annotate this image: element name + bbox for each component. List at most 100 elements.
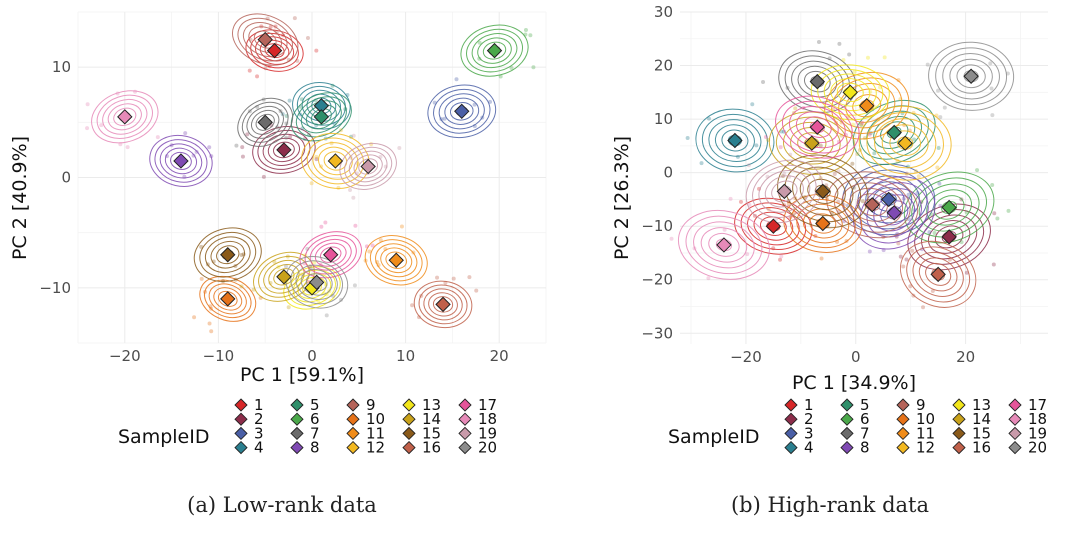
contour-ring <box>903 171 995 244</box>
sample-point <box>286 305 291 310</box>
sample-point <box>988 61 993 66</box>
legend-item-9[interactable]: 9 <box>346 396 376 414</box>
sample-point <box>837 41 842 46</box>
y-axis-title: PC 2 [26.3%] <box>611 136 633 260</box>
legend-item-10[interactable]: 10 <box>896 410 935 428</box>
x-tick-label: −10 <box>203 347 235 365</box>
legend-item-17[interactable]: 17 <box>458 396 497 414</box>
legend-item-16[interactable]: 16 <box>952 439 991 457</box>
legend-item-5[interactable]: 5 <box>840 396 870 414</box>
centroid-marker-6 <box>486 42 503 59</box>
contour-ring <box>295 264 338 300</box>
legend-title: SampleID <box>118 426 209 448</box>
legend-item-7[interactable]: 7 <box>840 424 870 442</box>
legend-item-4[interactable]: 4 <box>784 439 814 457</box>
legend-item-15[interactable]: 15 <box>402 424 441 442</box>
legend-label-7: 7 <box>860 424 870 442</box>
legend-label-17: 17 <box>478 396 497 414</box>
legend-item-12[interactable]: 12 <box>896 439 935 457</box>
contour-ring <box>796 203 850 244</box>
centroid-marker-16 <box>435 296 451 313</box>
legend-item-4[interactable]: 4 <box>234 439 264 457</box>
legend-item-19[interactable]: 19 <box>458 424 497 442</box>
contour-ring <box>925 262 952 286</box>
legend-item-6[interactable]: 6 <box>290 410 320 428</box>
sample-point <box>851 185 856 190</box>
contour-ring <box>775 95 860 159</box>
legend-item-17[interactable]: 17 <box>1008 396 1047 414</box>
contour-ring <box>193 227 262 282</box>
legend-item-16[interactable]: 16 <box>402 439 441 457</box>
legend-item-13[interactable]: 13 <box>952 396 991 414</box>
contour-ring <box>314 242 347 267</box>
legend-item-1[interactable]: 1 <box>784 396 814 414</box>
legend-item-5[interactable]: 5 <box>290 396 320 414</box>
legend-label-12: 12 <box>916 439 935 457</box>
sample-point <box>857 148 862 153</box>
sample-point <box>509 65 514 70</box>
legend-item-3[interactable]: 3 <box>234 424 264 442</box>
contour-ring <box>866 111 944 175</box>
legend-label-1: 1 <box>254 396 264 414</box>
legend-label-2: 2 <box>804 410 814 428</box>
legend-item-18[interactable]: 18 <box>458 410 497 428</box>
sample-point <box>935 165 940 170</box>
centroid-marker-16 <box>930 266 946 283</box>
legend-item-7[interactable]: 7 <box>290 424 320 442</box>
contour-ring <box>477 37 512 64</box>
sample-point <box>829 210 834 215</box>
sample-point <box>898 254 903 259</box>
legend-item-10[interactable]: 10 <box>346 410 385 428</box>
legend-key-5 <box>840 398 854 412</box>
sample-point <box>305 246 310 251</box>
legend-item-9[interactable]: 9 <box>896 396 926 414</box>
legend-label-20: 20 <box>478 439 497 457</box>
legend-item-2[interactable]: 2 <box>784 410 814 428</box>
legend-item-20[interactable]: 20 <box>1008 439 1047 457</box>
legend-item-12[interactable]: 12 <box>346 439 385 457</box>
legend-key-3 <box>784 426 798 441</box>
sample-point <box>839 133 844 138</box>
contour-ring <box>809 213 837 234</box>
centroid-marker-18 <box>117 109 133 125</box>
legend-item-18[interactable]: 18 <box>1008 410 1047 428</box>
contour-ring <box>304 235 357 275</box>
sample-point <box>330 83 335 88</box>
y-tick-label: 0 <box>61 169 71 187</box>
sample-point <box>207 145 212 150</box>
legend-label-1: 1 <box>804 396 814 414</box>
legend-item-11[interactable]: 11 <box>346 424 385 442</box>
legend-item-20[interactable]: 20 <box>458 439 497 457</box>
contour-ring <box>149 134 213 187</box>
legend-item-14[interactable]: 14 <box>952 410 991 428</box>
legend-item-2[interactable]: 2 <box>234 410 264 428</box>
legend-label-11: 11 <box>916 424 935 442</box>
contour-ring <box>889 130 922 156</box>
sample-point <box>793 106 798 111</box>
legend-item-15[interactable]: 15 <box>952 424 991 442</box>
legend-item-6[interactable]: 6 <box>840 410 870 428</box>
sample-point <box>735 154 740 159</box>
legend-item-11[interactable]: 11 <box>896 424 935 442</box>
sample-point <box>754 143 759 148</box>
y-tick-label: −20 <box>641 271 673 289</box>
legend-item-13[interactable]: 13 <box>402 396 441 414</box>
legend-label-6: 6 <box>310 410 320 428</box>
sample-point <box>906 192 911 197</box>
sample-point <box>964 270 969 275</box>
y-tick-label: −30 <box>641 324 673 342</box>
legend-item-19[interactable]: 19 <box>1008 424 1047 442</box>
contour-ring <box>935 47 1008 106</box>
legend-item-8[interactable]: 8 <box>290 439 320 457</box>
legend-item-8[interactable]: 8 <box>840 439 870 457</box>
sample-point <box>255 74 260 79</box>
legend-item-14[interactable]: 14 <box>402 410 441 428</box>
legend-item-3[interactable]: 3 <box>784 424 814 442</box>
sample-point <box>699 161 704 166</box>
legend-item-1[interactable]: 1 <box>234 396 264 414</box>
x-tick-label: −20 <box>109 347 141 365</box>
centroid-marker-15 <box>220 247 236 263</box>
sample-point <box>912 137 917 142</box>
